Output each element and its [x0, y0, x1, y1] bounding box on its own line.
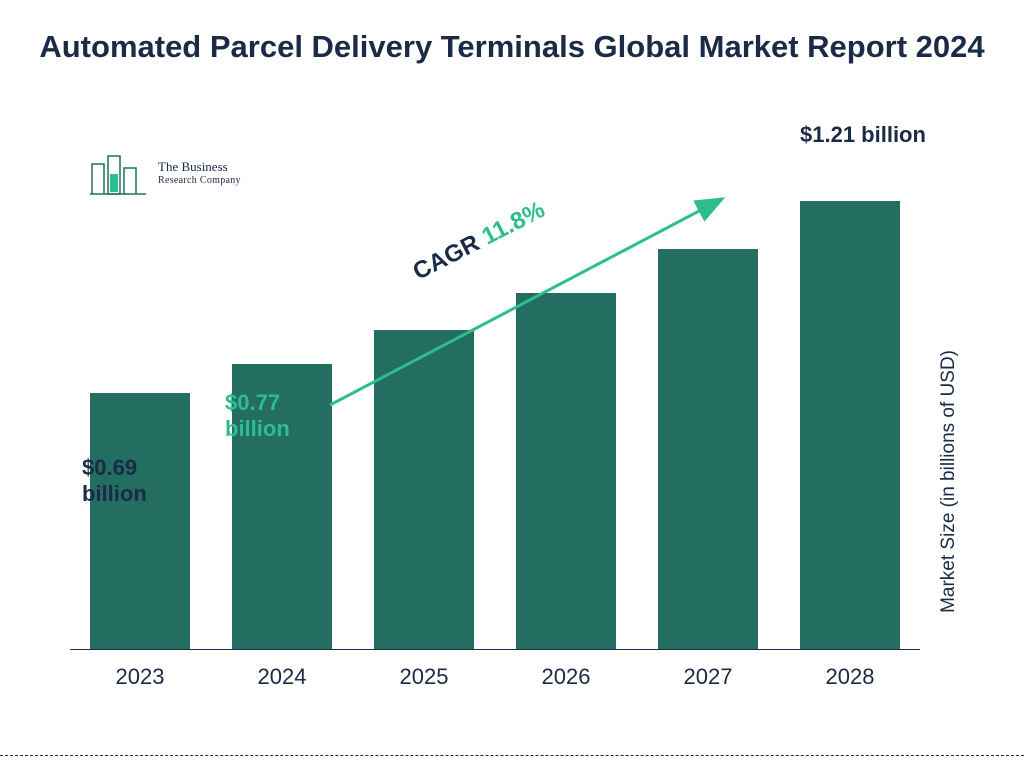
chart-bar	[374, 330, 474, 649]
x-axis-label: 2026	[516, 664, 616, 690]
chart-bar	[90, 393, 190, 649]
value-label: $0.77billion	[225, 390, 290, 443]
chart-bar	[516, 293, 616, 649]
y-axis-label: Market Size (in billions of USD)	[938, 350, 960, 613]
chart-bar	[658, 249, 758, 649]
chart-bar	[800, 201, 900, 649]
x-axis-label: 2023	[90, 664, 190, 690]
chart-title: Automated Parcel Delivery Terminals Glob…	[0, 28, 1024, 67]
x-axis-label: 2027	[658, 664, 758, 690]
footer-divider	[0, 755, 1024, 756]
value-label: $1.21 billion	[800, 122, 926, 148]
x-axis-label: 2028	[800, 664, 900, 690]
x-axis-label: 2024	[232, 664, 332, 690]
x-axis-label: 2025	[374, 664, 474, 690]
value-label: $0.69billion	[82, 455, 147, 508]
